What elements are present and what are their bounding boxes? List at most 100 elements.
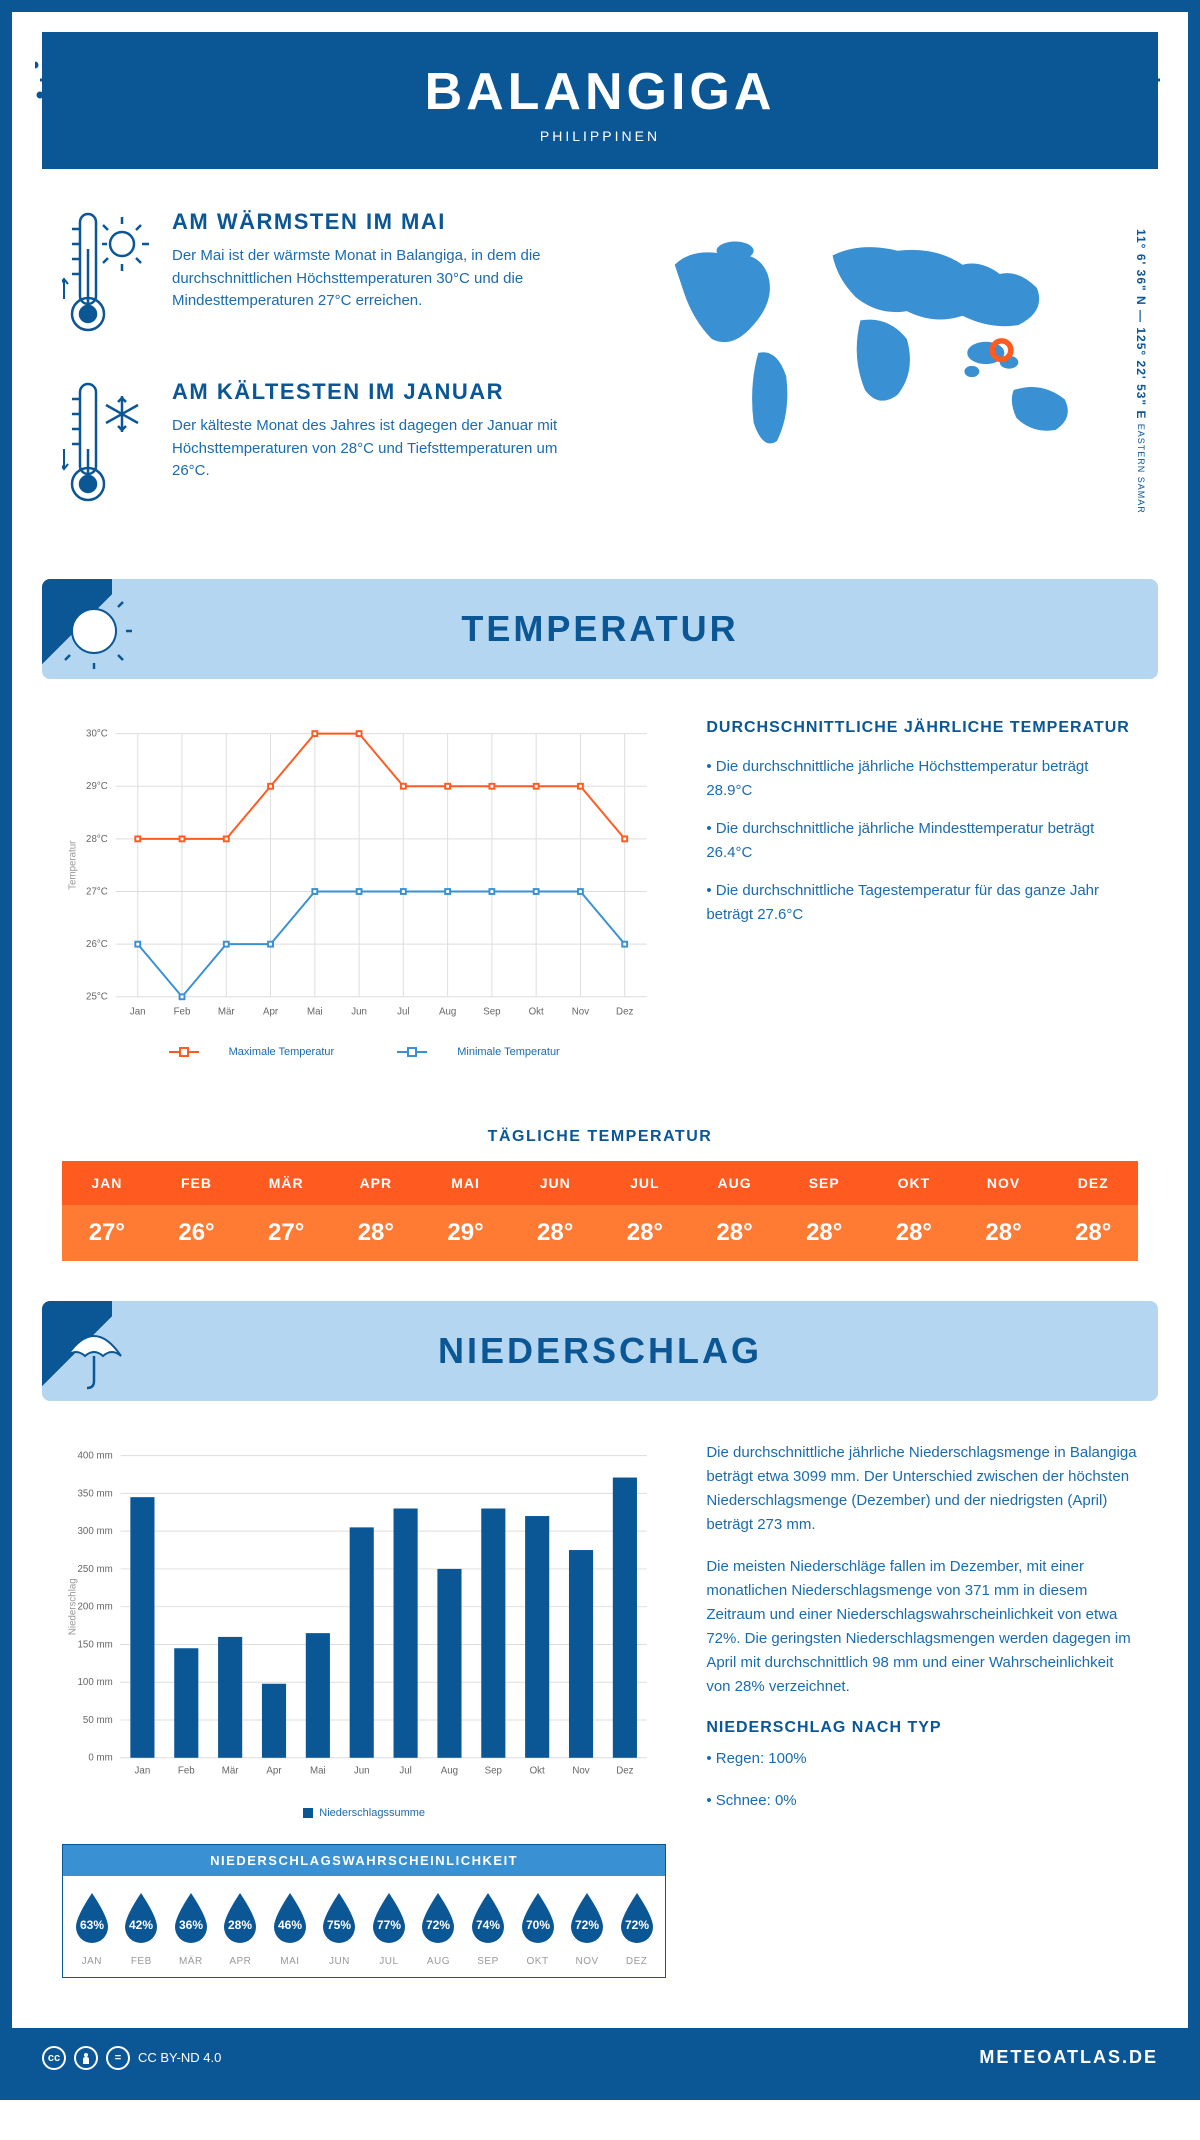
temp-title: TEMPERATUR [461, 608, 738, 650]
drop-icon: 46% [268, 1891, 312, 1945]
warm-text: Der Mai ist der wärmste Monat in Balangi… [172, 245, 580, 313]
svg-text:Aug: Aug [439, 1006, 456, 1017]
thermometer-snow-icon [62, 379, 152, 509]
daily-month: JUL [600, 1161, 690, 1205]
coldest-fact: AM KÄLTESTEN IM JANUAR Der kälteste Mona… [62, 379, 580, 514]
country-sub: PHILIPPINEN [62, 128, 1138, 144]
daily-month: MÄR [241, 1161, 331, 1205]
svg-text:Okt: Okt [529, 1006, 544, 1017]
daily-value: 27° [241, 1205, 331, 1261]
svg-text:46%: 46% [278, 1918, 302, 1932]
svg-text:Dez: Dez [616, 1765, 633, 1776]
daily-title: TÄGLICHE TEMPERATUR [12, 1128, 1188, 1146]
prob-item: 75% JUN [316, 1891, 364, 1967]
prob-item: 36% MÄR [167, 1891, 215, 1967]
prob-item: 74% SEP [464, 1891, 512, 1967]
daily-month: SEP [779, 1161, 869, 1205]
prob-item: 77% JUL [365, 1891, 413, 1967]
drop-icon: 77% [367, 1891, 411, 1945]
prob-item: 42% FEB [118, 1891, 166, 1967]
drop-icon: 36% [169, 1891, 213, 1945]
city-title: BALANGIGA [62, 62, 1138, 122]
precip-p1: Die durchschnittliche jährliche Niedersc… [706, 1441, 1138, 1537]
nd-icon: = [106, 2046, 130, 2070]
daily-month: OKT [869, 1161, 959, 1205]
drop-icon: 28% [218, 1891, 262, 1945]
svg-text:72%: 72% [575, 1918, 599, 1932]
svg-text:250 mm: 250 mm [78, 1564, 113, 1575]
svg-text:26°C: 26°C [86, 939, 108, 950]
svg-text:25°C: 25°C [86, 992, 108, 1003]
temp-legend: Maximale Temperatur Minimale Temperatur [62, 1036, 666, 1078]
temp-bullet-1: • Die durchschnittliche jährliche Höchst… [706, 755, 1138, 803]
prob-title: NIEDERSCHLAGSWAHRSCHEINLICHKEIT [63, 1845, 665, 1876]
precip-section-header: NIEDERSCHLAG [42, 1301, 1158, 1401]
brand: METEOATLAS.DE [979, 2047, 1158, 2068]
svg-text:Jun: Jun [354, 1765, 370, 1776]
svg-text:63%: 63% [80, 1918, 104, 1932]
svg-text:74%: 74% [476, 1918, 500, 1932]
svg-text:Jan: Jan [130, 1006, 146, 1017]
svg-text:Apr: Apr [266, 1765, 282, 1776]
coordinates: 11° 6' 36" N — 125° 22' 53" E EASTERN SA… [1134, 229, 1148, 514]
daily-value: 28° [779, 1205, 869, 1261]
svg-text:200 mm: 200 mm [78, 1602, 113, 1613]
prob-item: 72% NOV [563, 1891, 611, 1967]
daily-month: FEB [152, 1161, 242, 1205]
daily-value: 28° [869, 1205, 959, 1261]
daily-value: 26° [152, 1205, 242, 1261]
temp-bullet-2: • Die durchschnittliche jährliche Mindes… [706, 817, 1138, 865]
drop-icon: 75% [317, 1891, 361, 1945]
drop-icon: 63% [70, 1891, 114, 1945]
probability-box: NIEDERSCHLAGSWAHRSCHEINLICHKEIT 63% JAN … [62, 1844, 666, 1978]
precip-type-1: • Regen: 100% [706, 1747, 1138, 1771]
precip-title: NIEDERSCHLAG [438, 1330, 762, 1372]
svg-text:30°C: 30°C [86, 729, 108, 740]
svg-text:Sep: Sep [483, 1006, 500, 1017]
daily-value: 27° [62, 1205, 152, 1261]
daily-value: 29° [421, 1205, 511, 1261]
svg-text:27°C: 27°C [86, 886, 108, 897]
temperature-chart: 25°C26°C27°C28°C29°C30°CJanFebMärAprMaiJ… [62, 719, 666, 1031]
daily-month: JAN [62, 1161, 152, 1205]
svg-text:Nov: Nov [572, 1006, 589, 1017]
svg-text:300 mm: 300 mm [78, 1526, 113, 1537]
svg-text:Jul: Jul [399, 1765, 411, 1776]
svg-text:Temperatur: Temperatur [68, 840, 79, 890]
daily-month: AUG [690, 1161, 780, 1205]
precip-chart: 0 mm50 mm100 mm150 mm200 mm250 mm300 mm3… [62, 1441, 666, 1792]
prob-item: 28% APR [217, 1891, 265, 1967]
footer: cc = CC BY-ND 4.0 METEOATLAS.DE [12, 2028, 1188, 2088]
by-icon [74, 2046, 98, 2070]
svg-text:72%: 72% [426, 1918, 450, 1932]
svg-text:29°C: 29°C [86, 781, 108, 792]
svg-text:36%: 36% [179, 1918, 203, 1932]
precip-legend: Niederschlagssumme [62, 1807, 666, 1819]
svg-text:0 mm: 0 mm [88, 1753, 112, 1764]
svg-text:Mär: Mär [218, 1006, 236, 1017]
daily-value: 28° [331, 1205, 421, 1261]
daily-value: 28° [1048, 1205, 1138, 1261]
sun-icon [57, 594, 132, 669]
svg-text:28°C: 28°C [86, 834, 108, 845]
svg-text:Nov: Nov [572, 1765, 589, 1776]
svg-text:28%: 28% [228, 1918, 252, 1932]
daily-month: APR [331, 1161, 421, 1205]
svg-text:Mai: Mai [310, 1765, 326, 1776]
prob-item: 63% JAN [68, 1891, 116, 1967]
svg-text:42%: 42% [129, 1918, 153, 1932]
daily-value: 28° [510, 1205, 600, 1261]
warmest-fact: AM WÄRMSTEN IM MAI Der Mai ist der wärms… [62, 209, 580, 344]
license: cc = CC BY-ND 4.0 [42, 2046, 221, 2070]
svg-text:Jan: Jan [135, 1765, 151, 1776]
svg-text:Dez: Dez [616, 1006, 633, 1017]
prob-item: 72% DEZ [613, 1891, 661, 1967]
svg-text:Apr: Apr [263, 1006, 279, 1017]
drop-icon: 42% [119, 1891, 163, 1945]
world-map [620, 209, 1138, 469]
daily-month: MAI [421, 1161, 511, 1205]
prob-item: 70% OKT [514, 1891, 562, 1967]
umbrella-icon [57, 1316, 132, 1391]
temp-section-header: TEMPERATUR [42, 579, 1158, 679]
svg-text:50 mm: 50 mm [83, 1715, 113, 1726]
